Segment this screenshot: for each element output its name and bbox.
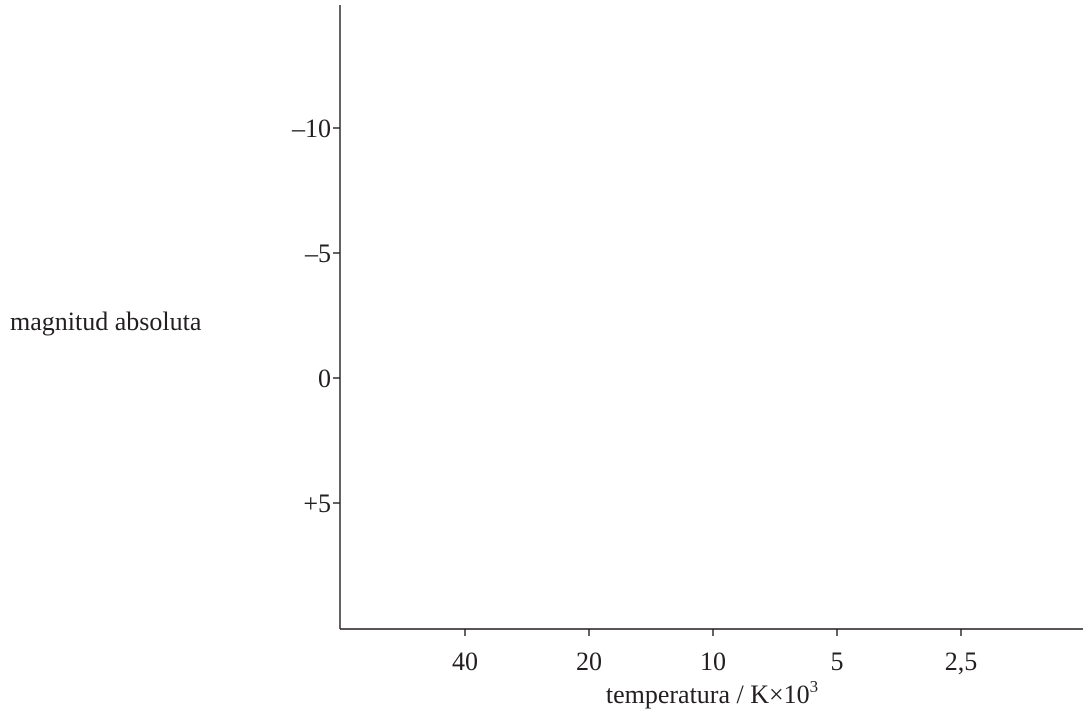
x-tick-label: 10 xyxy=(700,647,726,676)
y-tick-label: –10 xyxy=(291,114,331,143)
x-axis-ticks: 40 20 10 5 2,5 xyxy=(452,629,977,676)
x-axis-title-exponent: 3 xyxy=(810,677,819,696)
x-tick-label: 2,5 xyxy=(945,647,978,676)
x-tick-label: 40 xyxy=(452,647,478,676)
y-axis-ticks: –10 –5 0 +5 xyxy=(291,114,340,518)
y-tick-label: 0 xyxy=(318,364,331,393)
y-tick-label: –5 xyxy=(304,239,331,268)
x-tick-label: 5 xyxy=(831,647,844,676)
x-axis-title-main: temperatura / K×10 xyxy=(606,680,810,709)
y-tick-label: +5 xyxy=(303,489,331,518)
y-axis-title: magnitud absoluta xyxy=(10,307,202,336)
x-axis-title: temperatura / K×103 xyxy=(606,677,818,709)
x-tick-label: 20 xyxy=(576,647,602,676)
